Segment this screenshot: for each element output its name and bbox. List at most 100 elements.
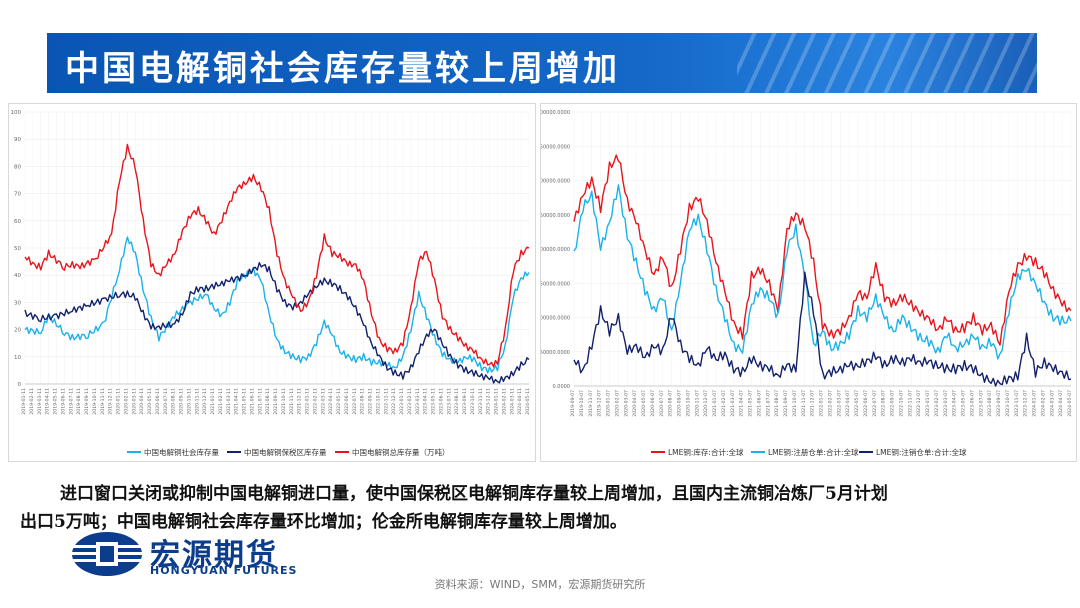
left-series-line-1 xyxy=(24,262,530,384)
right-x-tick-label: 2024-02-07 xyxy=(1040,390,1046,417)
left-x-tick-label: 2021-08-11 xyxy=(265,388,271,415)
right-y-tick-label: 350000.0000 xyxy=(541,144,570,150)
left-x-tick-label: 2019-06-11 xyxy=(60,388,66,415)
right-y-tick-label: 400000.0000 xyxy=(541,110,570,116)
right-x-tick-label: 2023-02-07 xyxy=(934,390,940,417)
right-x-tick-label: 2021-11-07 xyxy=(801,390,807,417)
left-x-tick-label: 2019-04-11 xyxy=(45,388,51,415)
right-x-tick-label: 2024-03-07 xyxy=(1049,390,1055,417)
caption-line-2: 出口5万吨；中国电解铜社会库存量环比增加；伦金所电解铜库存量较上周增加。 xyxy=(20,512,627,532)
left-x-tick-label: 2024-03-11 xyxy=(509,388,515,415)
china-copper-inventory-chart: 0 10 20 30 40 50 60 70 80 90 100 2019-01-11 2019-02-… xyxy=(11,110,532,457)
left-x-tick-label: 2020-09-11 xyxy=(179,388,185,415)
right-x-tick-label: 2019-10-07 xyxy=(579,390,585,417)
left-x-tick-label: 2023-11-11 xyxy=(478,388,484,415)
right-x-tick-label: 2020-12-07 xyxy=(703,390,709,417)
left-x-tick-label: 2020-04-11 xyxy=(139,388,145,415)
left-legend-label: 中国电解铜保税区库存量 xyxy=(244,447,327,457)
left-y-tick-label: 50 xyxy=(14,246,21,252)
left-x-tick-label: 2023-04-11 xyxy=(423,388,429,415)
right-chart-frame: 0.0000 50000.0000 100000.0000 150000.0000 20… xyxy=(537,103,1077,462)
left-x-tick-label: 2019-10-11 xyxy=(92,388,98,415)
left-x-tick-label: 2019-09-11 xyxy=(84,388,90,415)
right-x-tick-label: 2023-03-07 xyxy=(943,390,949,417)
left-x-tick-label: 2022-07-11 xyxy=(352,388,358,415)
left-x-tick-label: 2020-07-11 xyxy=(163,388,169,415)
left-x-tick-label: 2019-02-11 xyxy=(29,388,35,415)
right-x-tick-label: 2022-02-07 xyxy=(827,390,833,417)
company-logo: 宏源期货 HONGYUAN FUTURES xyxy=(70,530,320,580)
right-x-tick-label: 2023-01-07 xyxy=(925,390,931,417)
right-x-tick-label: 2020-01-07 xyxy=(606,390,612,417)
left-x-tick-label: 2023-02-11 xyxy=(407,388,413,415)
left-chart-frame: 0 10 20 30 40 50 60 70 80 90 100 2019-01-11 2019-02-… xyxy=(8,103,536,462)
left-x-tick-label: 2021-09-11 xyxy=(273,388,279,415)
left-x-tick-label: 2019-05-11 xyxy=(53,388,59,415)
right-x-tick-label: 2023-07-07 xyxy=(978,390,984,417)
right-series-line-1 xyxy=(573,184,1072,360)
right-x-tick-label: 2024-04-07 xyxy=(1058,390,1064,417)
right-y-tick-label: 150000.0000 xyxy=(541,281,570,287)
right-x-tick-label: 2019-11-07 xyxy=(588,390,594,417)
caption-line-1: 进口窗口关闭或抑制中国电解铜进口量，使中国保税区电解铜库存量较上周增加，且国内主… xyxy=(20,480,1060,508)
left-x-tick-label: 2020-10-11 xyxy=(186,388,192,415)
left-x-tick-label: 2021-11-11 xyxy=(289,388,295,415)
left-x-tick-label: 2022-01-11 xyxy=(305,388,311,415)
right-y-tick-label: 100000.0000 xyxy=(541,316,570,322)
left-x-tick-label: 2019-01-11 xyxy=(21,388,27,415)
right-x-tick-label: 2022-07-07 xyxy=(872,390,878,417)
left-y-tick-label: 90 xyxy=(14,137,21,143)
right-x-tick-label: 2023-12-07 xyxy=(1023,390,1029,417)
left-x-tick-label: 2020-05-11 xyxy=(147,388,153,415)
left-series-line-2 xyxy=(24,143,530,368)
right-y-tick-label: 200000.0000 xyxy=(541,247,570,253)
left-x-tick-label: 2019-07-11 xyxy=(68,388,74,415)
left-x-tick-label: 2020-01-11 xyxy=(116,388,122,415)
left-series-line-0 xyxy=(24,236,530,374)
right-x-tick-label: 2020-05-07 xyxy=(641,390,647,417)
right-x-tick-label: 2020-04-07 xyxy=(632,390,638,417)
right-x-tick-label: 2022-04-07 xyxy=(845,390,851,417)
right-x-tick-label: 2022-03-07 xyxy=(836,390,842,417)
left-y-tick-label: 10 xyxy=(14,355,21,361)
left-x-tick-label: 2022-02-11 xyxy=(312,388,318,415)
left-x-tick-label: 2022-05-11 xyxy=(336,388,342,415)
left-x-tick-label: 2020-02-11 xyxy=(123,388,129,415)
right-x-tick-label: 2020-10-07 xyxy=(685,390,691,417)
caption-text-1: 进口窗口关闭或抑制中国电解铜进口量，使中国保税区电解铜库存量较上周增加，且国内主… xyxy=(60,484,888,504)
left-x-tick-label: 2021-10-11 xyxy=(281,388,287,415)
left-x-tick-label: 2022-09-11 xyxy=(368,388,374,415)
right-series-line-0 xyxy=(573,154,1072,346)
right-x-tick-label: 2021-03-07 xyxy=(730,390,736,417)
left-y-tick-label: 20 xyxy=(14,328,21,334)
left-x-tick-label: 2024-02-11 xyxy=(501,388,507,415)
left-x-tick-label: 2021-04-11 xyxy=(234,388,240,415)
left-legend-label: 中国电解铜社会库存量 xyxy=(144,447,219,457)
right-x-tick-label: 2022-05-07 xyxy=(854,390,860,417)
left-x-tick-label: 2020-12-11 xyxy=(202,388,208,415)
left-x-tick-label: 2023-03-11 xyxy=(415,388,421,415)
left-x-tick-label: 2021-06-11 xyxy=(249,388,255,415)
right-x-tick-label: 2023-08-07 xyxy=(987,390,993,417)
left-x-tick-label: 2019-03-11 xyxy=(37,388,43,415)
left-y-tick-label: 40 xyxy=(14,273,21,279)
right-x-tick-label: 2021-07-07 xyxy=(765,390,771,417)
right-x-tick-label: 2022-11-07 xyxy=(907,390,913,417)
logo-english-name: HONGYUAN FUTURES xyxy=(150,564,298,577)
right-x-tick-label: 2020-03-07 xyxy=(623,390,629,417)
right-series-line-2 xyxy=(573,271,1072,387)
right-legend-label: LME铜:库存:合计:全球 xyxy=(668,447,744,457)
right-y-tick-label: 250000.0000 xyxy=(541,213,570,219)
right-x-tick-label: 2021-02-07 xyxy=(721,390,727,417)
left-y-tick-label: 30 xyxy=(14,300,21,306)
left-x-tick-label: 2022-06-11 xyxy=(344,388,350,415)
left-x-tick-label: 2022-03-11 xyxy=(320,388,326,415)
logo-chinese-name: 宏源期货 xyxy=(150,538,278,573)
left-x-tick-label: 2021-03-11 xyxy=(226,388,232,415)
left-y-tick-label: 70 xyxy=(14,192,21,198)
right-x-tick-label: 2024-01-07 xyxy=(1032,390,1038,417)
right-x-tick-label: 2022-12-07 xyxy=(916,390,922,417)
title-bar: 中国电解铜社会库存量较上周增加 xyxy=(47,33,1037,93)
left-x-tick-label: 2024-01-11 xyxy=(494,388,500,415)
left-x-tick-label: 2023-12-11 xyxy=(486,388,492,415)
